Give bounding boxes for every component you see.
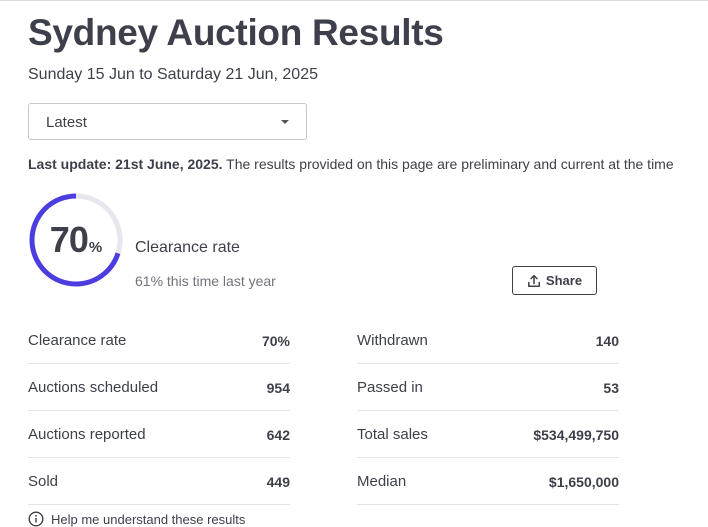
clearance-ring-progress xyxy=(29,193,123,287)
top-divider xyxy=(0,0,708,1)
stat-label: Clearance rate xyxy=(28,332,127,349)
update-notice-date: Last update: 21st June, 2025. xyxy=(28,156,223,172)
period-select[interactable]: Latest xyxy=(28,103,307,140)
clearance-ring-label: 70% xyxy=(28,192,124,288)
stat-value: 70% xyxy=(261,332,290,349)
clearance-rate-ring xyxy=(29,193,123,287)
stats-left-column: Clearance rate 70% Auctions scheduled 954 … xyxy=(28,317,290,505)
date-range: Sunday 15 Jun to Saturday 21 Jun, 2025 xyxy=(28,66,318,83)
share-upload-icon xyxy=(527,274,540,287)
stat-label: Sold xyxy=(28,473,59,490)
page-title: Sydney Auction Results xyxy=(28,12,444,53)
stat-row-withdrawn: Withdrawn 140 xyxy=(357,317,619,364)
clearance-ring-value: 70 xyxy=(49,219,89,260)
stat-value: 449 xyxy=(266,473,290,490)
stat-label: Withdrawn xyxy=(357,332,428,349)
help-link-label: Help me understand these results xyxy=(51,511,246,527)
clearance-rate-comparison: 61% this time last year xyxy=(135,273,276,289)
stat-label: Auctions reported xyxy=(28,426,146,443)
caret-down-icon xyxy=(281,120,289,124)
update-notice: Last update: 21st June, 2025. The result… xyxy=(28,156,708,172)
stat-row-auctions-scheduled: Auctions scheduled 954 xyxy=(28,364,290,411)
stat-label: Auctions scheduled xyxy=(28,379,159,396)
stat-value: 140 xyxy=(595,332,619,349)
stat-label: Passed in xyxy=(357,379,423,396)
stat-value: $534,499,750 xyxy=(533,426,619,443)
stat-value: 53 xyxy=(603,379,619,396)
clearance-rate-label: Clearance rate xyxy=(135,239,240,256)
clearance-ring-unit: % xyxy=(88,239,103,256)
info-icon xyxy=(28,511,44,527)
stat-row-clearance-rate: Clearance rate 70% xyxy=(28,317,290,364)
stat-row-total-sales: Total sales $534,499,750 xyxy=(357,411,619,458)
stat-row-median: Median $1,650,000 xyxy=(357,458,619,505)
period-select-value: Latest xyxy=(46,114,87,131)
stat-value: 642 xyxy=(266,426,290,443)
stat-label: Median xyxy=(357,473,407,490)
stat-value: 954 xyxy=(266,379,290,396)
help-link[interactable]: Help me understand these results xyxy=(28,511,245,527)
stat-value: $1,650,000 xyxy=(548,473,619,490)
stat-label: Total sales xyxy=(357,426,428,443)
update-notice-text: The results provided on this page are pr… xyxy=(222,156,674,172)
share-button[interactable]: Share xyxy=(512,266,597,295)
stat-row-passed-in: Passed in 53 xyxy=(357,364,619,411)
stat-row-sold: Sold 449 xyxy=(28,458,290,505)
stat-row-auctions-reported: Auctions reported 642 xyxy=(28,411,290,458)
share-button-label: Share xyxy=(545,273,583,288)
stats-right-column: Withdrawn 140 Passed in 53 Total sales $534… xyxy=(357,317,619,505)
